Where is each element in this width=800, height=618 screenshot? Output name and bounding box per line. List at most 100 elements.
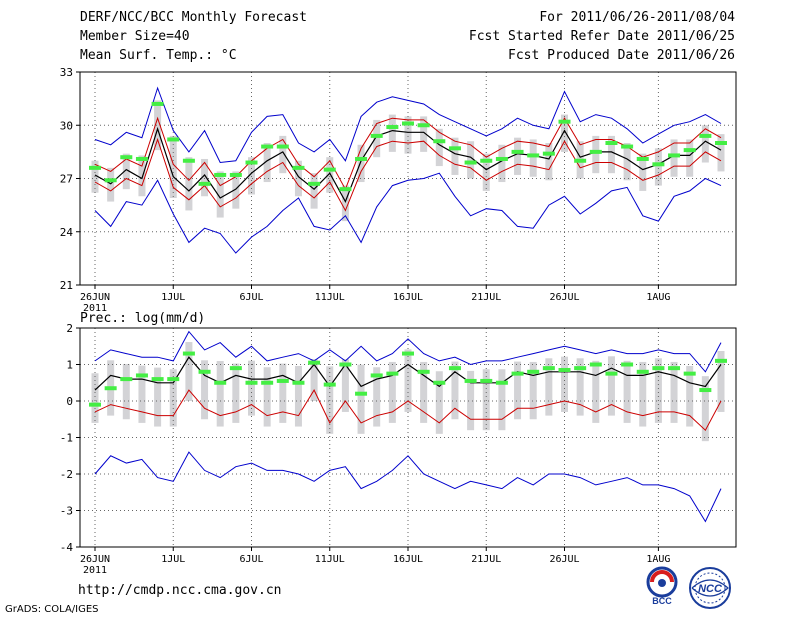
prec-y-tick-label: -2 <box>60 468 73 481</box>
prec-spread-box <box>122 363 130 420</box>
temp-median-mark <box>558 119 571 124</box>
prec-x-tick-label: 26JUN <box>80 554 110 565</box>
prec-median-mark <box>182 351 195 356</box>
temp-x-tick-label: 21JUL <box>471 292 501 303</box>
prec-spread-box <box>592 360 600 423</box>
temp-median-mark <box>182 158 195 163</box>
temp-spread-box <box>232 171 240 209</box>
prec-spread-box <box>154 367 162 427</box>
prec-spread-box <box>357 364 365 434</box>
prec-spread-box <box>482 369 490 431</box>
forecast-period: For 2011/06/26-2011/08/04 <box>539 10 735 25</box>
temp-lower-line <box>94 137 722 212</box>
prec-median-mark <box>589 362 602 367</box>
prec-median-mark <box>198 369 211 374</box>
temp-spread-box <box>404 116 412 154</box>
temp-spread-box <box>592 135 600 174</box>
temp-panel: 21 24 27 30 33 26JUN 1JUL 6JUL 11JUL 16JUL 21JUL 26… <box>60 66 737 314</box>
prec-median-mark <box>308 360 321 365</box>
temp-year-label: 2011 <box>83 303 107 314</box>
chart-title: DERF/NCC/BCC Monthly Forecast <box>80 10 307 25</box>
produced-date: Fcst Produced Date 2011/06/26 <box>508 48 735 63</box>
temp-median-mark <box>292 165 305 170</box>
prec-median-mark <box>527 369 540 374</box>
prec-title: Prec.: log(mm/d) <box>80 311 205 326</box>
temp-median-mark <box>636 156 649 161</box>
temp-spread-box <box>514 137 522 175</box>
temp-spread-box <box>169 135 177 199</box>
prec-spread-box <box>388 361 396 423</box>
prec-spread-box <box>435 371 443 434</box>
temp-spread-box <box>122 153 130 190</box>
ncc-logo-text: NCC <box>698 583 723 595</box>
ncc-logo: NCC <box>689 567 731 609</box>
prec-median-mark <box>448 366 461 371</box>
temp-median-mark <box>370 133 383 138</box>
prec-median-mark <box>636 369 649 374</box>
temp-x-tick-label: 26JUL <box>549 292 579 303</box>
prec-x-tick-label: 1JUL <box>161 554 185 565</box>
prec-panel: -4 -3 -2 -1 0 1 2 26JUN 1JUL 6JUL 11JUL 16JUL 21JUL 2… <box>60 311 737 576</box>
prec-spread-box <box>420 361 428 423</box>
source-url[interactable]: http://cmdp.ncc.cma.gov.cn <box>78 583 282 598</box>
temp-median-mark <box>699 133 712 138</box>
temp-spread-box <box>717 134 725 172</box>
prec-spread-box <box>717 350 725 412</box>
temp-median-mark <box>527 153 540 158</box>
prec-median-mark <box>292 380 305 385</box>
temp-median-mark <box>402 121 414 126</box>
prec-spread-box <box>639 361 647 427</box>
prec-median-mark <box>621 362 634 367</box>
member-size: Member Size=40 <box>80 29 190 44</box>
prec-median-mark <box>229 366 242 371</box>
temp-median-mark <box>668 153 681 158</box>
temp-spread-box <box>185 157 193 211</box>
temp-median-mark <box>574 158 587 163</box>
temp-median-mark <box>652 162 665 167</box>
prec-median-mark <box>417 369 430 374</box>
prec-x-tick-label: 11JUL <box>315 554 345 565</box>
prec-median-mark <box>605 371 618 376</box>
temp-x-tick-label: 1AUG <box>646 292 670 303</box>
prec-max-line <box>94 330 722 373</box>
prec-spread-box <box>373 367 381 427</box>
temp-median-mark <box>495 156 508 161</box>
temp-spread-box <box>451 137 459 175</box>
prec-spread-box <box>185 342 193 401</box>
temp-spread-box <box>294 160 302 197</box>
prec-spread-box <box>670 361 678 423</box>
temp-y-tick-label: 24 <box>60 226 74 239</box>
temp-median-mark <box>135 156 148 161</box>
prec-year-label: 2011 <box>83 565 107 576</box>
temp-spread-box <box>107 167 115 202</box>
temp-median-mark <box>276 144 289 149</box>
prec-spread-box <box>451 361 459 420</box>
prec-spread-box <box>294 365 302 427</box>
prec-spread-box <box>545 358 553 416</box>
temp-spread-box <box>545 143 553 181</box>
prec-median-mark <box>370 373 383 378</box>
prec-spread-box <box>232 363 240 423</box>
temp-median-mark <box>355 156 368 161</box>
temp-median-mark <box>480 158 493 163</box>
prec-spread-box <box>201 360 209 420</box>
temp-x-tick-label: 26JUN <box>80 292 110 303</box>
temp-median-mark <box>214 172 227 177</box>
prec-median-mark <box>135 373 148 378</box>
temp-max-line <box>94 86 722 164</box>
temp-spread-box <box>420 116 428 152</box>
prec-y-tick-label: -1 <box>60 432 73 445</box>
temp-x-tick-label: 16JUL <box>393 292 423 303</box>
temp-spread-box <box>701 125 709 163</box>
temp-median-mark <box>339 187 352 192</box>
prec-spread-box <box>654 358 662 423</box>
temp-median-mark <box>151 101 164 106</box>
temp-median-mark <box>448 146 461 151</box>
prec-median-mark <box>104 386 117 391</box>
bcc-logo-text: BCC <box>652 596 672 606</box>
temp-median-mark <box>323 167 336 172</box>
prec-median-mark <box>339 362 352 367</box>
prec-median-mark <box>699 388 712 393</box>
temp-spread-box <box>216 171 224 218</box>
